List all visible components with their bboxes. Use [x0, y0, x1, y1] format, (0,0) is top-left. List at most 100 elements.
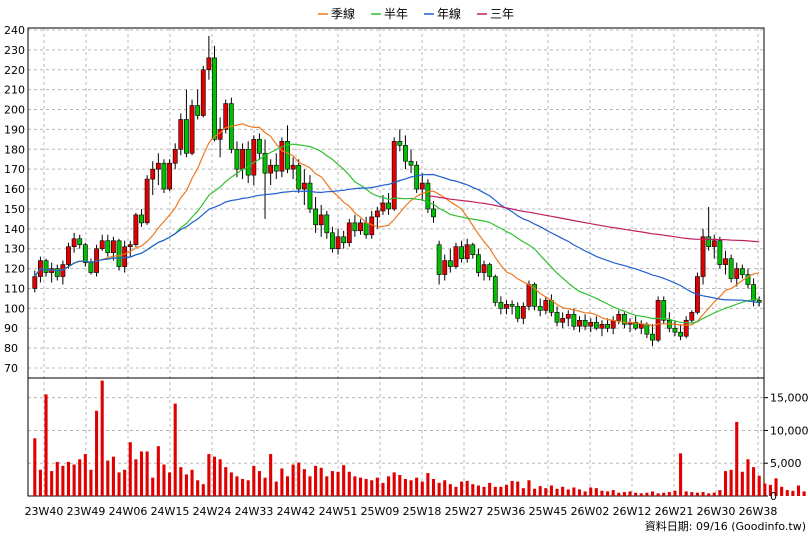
volume-bar: [297, 462, 301, 496]
candle-body: [599, 323, 605, 329]
candle-body: [565, 314, 571, 319]
candle-body: [358, 222, 363, 232]
volume-tick-label: 5,000: [770, 457, 802, 470]
candle-body: [577, 319, 582, 327]
volume-bar: [241, 478, 245, 496]
candle-body: [442, 260, 448, 275]
candle-body: [633, 321, 639, 329]
volume-bar: [735, 421, 739, 496]
volume-bar: [774, 478, 778, 496]
volume-bar: [285, 476, 290, 496]
price-tick-label: 90: [4, 322, 18, 335]
candle-body: [380, 202, 386, 212]
candle-body: [111, 240, 116, 253]
volume-bar: [549, 485, 553, 496]
candle-body: [554, 312, 560, 323]
candle-body: [717, 240, 723, 265]
volume-bar: [729, 469, 733, 496]
candle-body: [622, 314, 627, 325]
volume-bar: [712, 492, 716, 496]
volume-bar: [634, 492, 638, 496]
x-tick-label: 26W38: [739, 505, 778, 518]
volume-bar: [471, 484, 475, 496]
candle-body: [453, 246, 459, 267]
price-tick-label: 150: [4, 203, 25, 216]
price-tick-label: 180: [4, 143, 25, 156]
volume-bar: [61, 465, 65, 496]
candle-body: [374, 210, 380, 218]
candle-body: [189, 105, 195, 154]
volume-bar: [802, 491, 806, 496]
legend: 季線 半年 年線 三年: [318, 6, 514, 21]
volume-bar: [431, 478, 436, 496]
candle-body: [739, 268, 745, 275]
price-tick-label: 170: [4, 163, 25, 176]
candle-body: [504, 304, 509, 309]
candle-body: [172, 148, 178, 164]
volume-bar: [66, 461, 71, 496]
volume-bar: [370, 480, 374, 496]
candle-body: [464, 244, 470, 259]
volume-bar: [123, 469, 127, 496]
volume-bar: [493, 486, 497, 496]
x-tick-label: 25W09: [361, 505, 400, 518]
volume-bar: [55, 461, 59, 496]
volume-bar: [499, 486, 503, 496]
volume-bar: [201, 484, 205, 496]
volume-bar: [460, 481, 464, 496]
volume-bar: [752, 467, 756, 496]
candle-body: [66, 246, 71, 265]
candle-body: [582, 319, 588, 327]
x-tick-label: 24W51: [319, 505, 358, 518]
volume-bar: [145, 451, 149, 496]
candle-body: [397, 141, 403, 146]
candle-body: [71, 238, 77, 248]
volume-bar: [785, 490, 789, 496]
legend-label: 季線: [331, 6, 355, 21]
candle-body: [127, 244, 133, 248]
candle-body: [419, 182, 425, 190]
x-tick-label: 23W40: [25, 505, 64, 518]
volume-bar: [656, 493, 660, 496]
volume-bar: [594, 488, 598, 496]
price-tick-label: 230: [4, 44, 25, 57]
volume-bar: [207, 454, 211, 496]
volume-bar: [504, 484, 509, 496]
candle-body: [352, 222, 358, 232]
volume-bar: [415, 477, 419, 496]
candle-body: [487, 264, 493, 277]
x-tick-label: 26W02: [571, 505, 610, 518]
candle-body: [139, 214, 144, 224]
candle-body: [54, 268, 60, 277]
candle-body: [301, 182, 307, 190]
candle-body: [116, 240, 122, 267]
x-tick-label: 26W30: [697, 505, 736, 518]
candle-body: [32, 276, 38, 289]
volume-bar: [420, 481, 424, 496]
volume-bar: [791, 490, 795, 496]
volume-bar: [617, 492, 621, 496]
volume-bar: [690, 492, 694, 496]
volume-bar: [465, 480, 469, 496]
volume-bar: [577, 489, 582, 496]
candle-body: [386, 202, 391, 210]
source-footer: 資料日期: 09/16 (Goodinfo.tw): [645, 519, 806, 533]
volume-bar: [347, 471, 351, 496]
volume-bar: [168, 472, 172, 496]
candle-body: [318, 214, 324, 226]
candle-body: [683, 319, 689, 337]
candle-body: [638, 323, 644, 329]
volume-bar: [622, 492, 626, 496]
volume-bar: [342, 465, 346, 496]
candle-body: [195, 105, 201, 116]
volume-bar: [314, 465, 318, 496]
candle-body: [363, 222, 369, 236]
x-tick-label: 24W33: [235, 505, 274, 518]
candle-body: [273, 164, 279, 172]
candle-body: [711, 240, 717, 248]
volume-bar: [156, 446, 160, 496]
x-tick-label: 24W15: [151, 505, 190, 518]
volume-bar: [780, 486, 784, 496]
volume-bar: [533, 488, 537, 496]
candle-body: [751, 284, 756, 301]
